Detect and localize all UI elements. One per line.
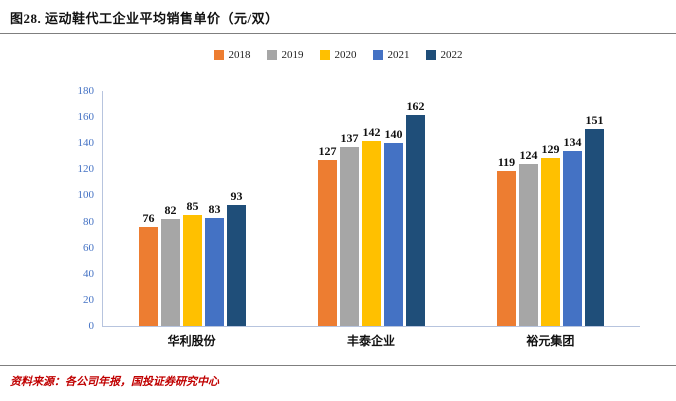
bar-rect <box>497 170 516 326</box>
value-label: 82 <box>164 202 177 217</box>
bar-rect <box>406 114 425 326</box>
category-label: 丰泰企业 <box>346 334 395 348</box>
bar-group-丰泰企业: 127 137 142 140 162 <box>282 91 461 326</box>
value-label: 137 <box>340 131 359 146</box>
value-label: 129 <box>541 141 560 156</box>
legend-label: 2018 <box>228 49 251 61</box>
legend-label: 2020 <box>334 49 357 61</box>
bar-rect <box>384 143 403 326</box>
bar-2019-丰泰企业: 137 <box>340 91 359 326</box>
legend-label: 2021 <box>387 49 410 61</box>
value-label: 140 <box>384 127 403 142</box>
bar-chart: 0 20 40 60 80 100 120 140 160 180 76 82 85 83 93 127 13… <box>58 85 640 332</box>
y-axis: 0 20 40 60 80 100 120 140 160 180 <box>58 85 102 332</box>
legend-label: 2019 <box>281 49 304 61</box>
x-axis: 华利股份 丰泰企业 裕元集团 <box>58 332 640 349</box>
bar-rect <box>519 164 538 326</box>
bar-2018-华利股份: 76 <box>139 91 158 326</box>
legend-item-2020: 2020 <box>319 49 357 61</box>
bar-2019-华利股份: 82 <box>161 91 180 326</box>
category-label: 裕元集团 <box>526 334 575 348</box>
bar-group-裕元集团: 119 124 129 134 151 <box>461 91 640 326</box>
legend-item-2021: 2021 <box>372 49 410 61</box>
bar-2020-裕元集团: 129 <box>541 91 560 326</box>
y-tick-label: 140 <box>77 137 95 150</box>
value-label: 76 <box>142 210 155 225</box>
bar-2020-华利股份: 85 <box>183 91 202 326</box>
bar-rect <box>139 226 158 326</box>
y-tick-label: 160 <box>77 111 95 124</box>
bar-rect <box>161 218 180 326</box>
bar-2021-丰泰企业: 140 <box>384 91 403 326</box>
plot-area: 76 82 85 83 93 127 137 142 140 162 119 124 129 134 151 <box>102 91 640 327</box>
y-tick-label: 20 <box>83 293 94 306</box>
bar-2020-丰泰企业: 142 <box>362 91 381 326</box>
bar-rect <box>205 217 224 326</box>
value-label: 85 <box>186 199 199 214</box>
legend-item-2018: 2018 <box>213 49 251 61</box>
bar-rect <box>563 151 582 326</box>
value-label: 142 <box>362 124 381 139</box>
y-tick-label: 80 <box>83 215 94 228</box>
bar-2018-裕元集团: 119 <box>497 91 516 326</box>
bar-2021-裕元集团: 134 <box>563 91 582 326</box>
bar-rect <box>585 128 604 326</box>
bar-2022-华利股份: 93 <box>227 91 246 326</box>
value-label: 134 <box>563 135 582 150</box>
figure-header: 图28. 运动鞋代工企业平均销售单价（元/双） <box>0 0 676 34</box>
source-note: 资料来源：各公司年报，国投证券研究中心 <box>10 376 219 388</box>
figure-title: 图28. 运动鞋代工企业平均销售单价（元/双） <box>10 11 279 26</box>
bar-2019-裕元集团: 124 <box>519 91 538 326</box>
bar-rect <box>183 215 202 326</box>
legend-swatch <box>425 50 436 60</box>
bar-group-华利股份: 76 82 85 83 93 <box>103 91 282 326</box>
value-label: 151 <box>585 112 604 127</box>
legend-item-2019: 2019 <box>266 49 304 61</box>
bar-2022-裕元集团: 151 <box>585 91 604 326</box>
value-label: 119 <box>497 154 516 169</box>
bar-rect <box>318 160 337 326</box>
legend-swatch <box>372 50 383 60</box>
x-axis-spacer <box>58 332 102 349</box>
value-label: 127 <box>318 144 337 159</box>
category-label: 华利股份 <box>167 334 216 348</box>
y-tick-label: 0 <box>88 320 95 332</box>
y-tick-label: 60 <box>83 241 94 254</box>
legend-swatch <box>213 50 224 60</box>
value-label: 83 <box>208 201 221 216</box>
y-tick-label: 120 <box>77 163 95 176</box>
y-tick-label: 40 <box>83 267 94 280</box>
bar-2018-丰泰企业: 127 <box>318 91 337 326</box>
x-axis-labels: 华利股份 丰泰企业 裕元集团 <box>102 332 640 349</box>
legend-swatch <box>266 50 277 60</box>
y-tick-label: 100 <box>77 189 95 202</box>
legend-label: 2022 <box>440 49 463 61</box>
value-label: 93 <box>230 188 243 203</box>
bar-rect <box>227 204 246 326</box>
bar-2021-华利股份: 83 <box>205 91 224 326</box>
figure-footer: 资料来源：各公司年报，国投证券研究中心 <box>0 365 676 390</box>
bar-rect <box>541 157 560 326</box>
value-label: 162 <box>406 98 425 113</box>
legend: 2018 2019 2020 2021 2022 <box>0 47 676 63</box>
bar-2022-丰泰企业: 162 <box>406 91 425 326</box>
value-label: 124 <box>519 148 538 163</box>
legend-item-2022: 2022 <box>425 49 463 61</box>
y-tick-label: 180 <box>77 85 95 97</box>
legend-swatch <box>319 50 330 60</box>
bar-rect <box>362 140 381 326</box>
bar-rect <box>340 147 359 326</box>
